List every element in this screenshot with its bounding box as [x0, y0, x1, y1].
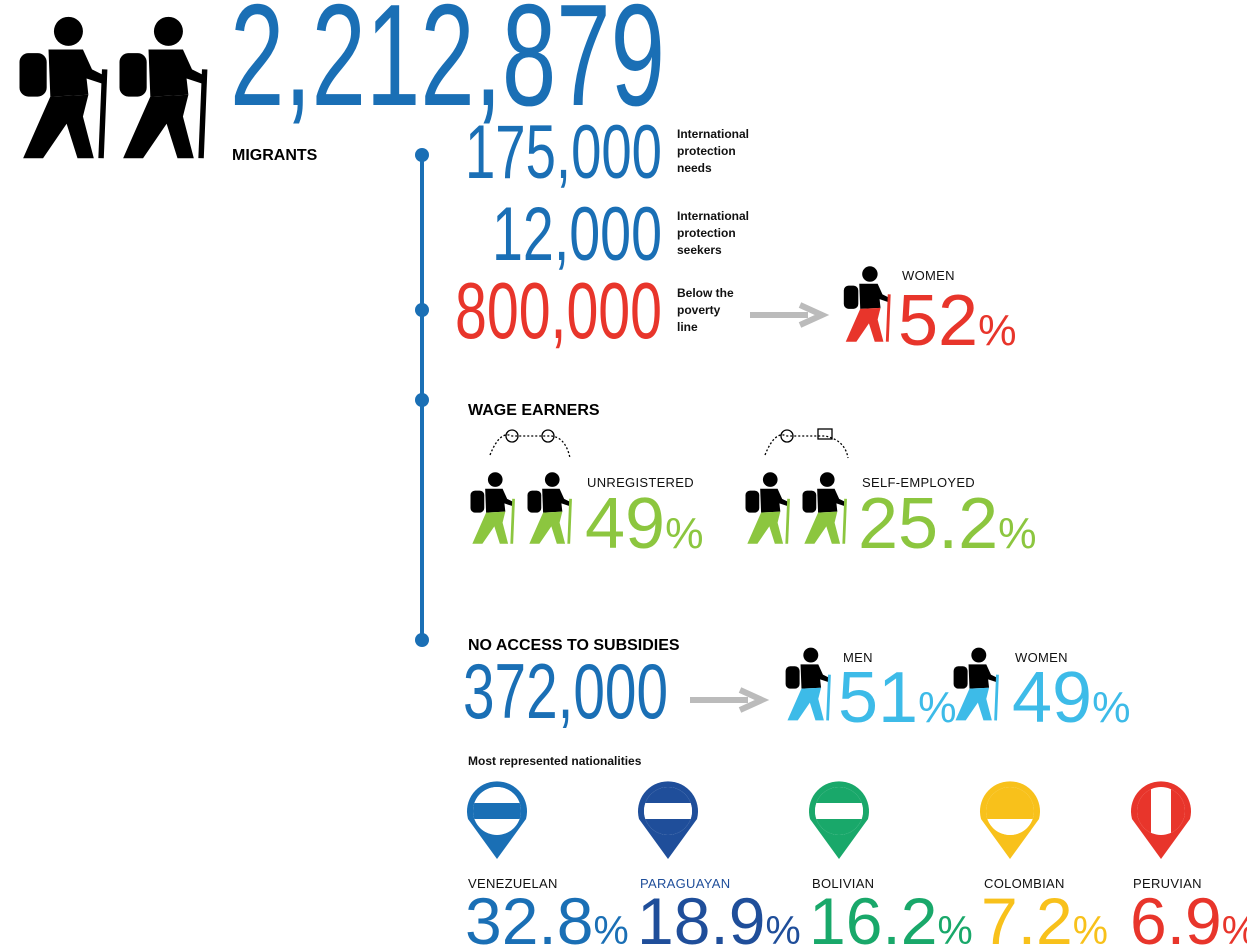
flag-band	[473, 787, 521, 803]
percent-unit: %	[1092, 684, 1130, 732]
percent-unit: %	[593, 909, 628, 951]
flag-band	[1137, 787, 1151, 835]
label-line: protection	[677, 226, 736, 240]
item-label: MEN	[843, 650, 873, 665]
section-title: NO ACCESS TO SUBSIDIES	[468, 637, 680, 654]
label-line: International	[677, 127, 749, 141]
section-title: Most represented nationalities	[468, 754, 642, 768]
protection-value: 175,000	[465, 110, 662, 195]
label-line: Below the	[677, 286, 734, 300]
flag-pin	[809, 781, 870, 859]
flag-band	[815, 787, 863, 803]
section-title: WAGE EARNERS	[468, 402, 600, 419]
flag-pin	[638, 781, 698, 859]
flag-band	[644, 819, 692, 835]
percent: 25.2%	[858, 484, 1037, 564]
percent-unit: %	[998, 510, 1036, 558]
percent-unit: %	[937, 909, 972, 951]
poverty-label: Below the poverty line	[677, 286, 737, 334]
percent-value: 25.2	[858, 484, 998, 564]
item-label: SELF-EMPLOYED	[862, 475, 975, 490]
total-label: MIGRANTS	[232, 147, 318, 164]
protection-label: International protection seekers	[677, 209, 749, 257]
flag-pin	[467, 781, 527, 859]
subsidies-value: 372,000	[463, 647, 668, 735]
percent: 52%	[898, 281, 1017, 361]
flag-band	[1171, 787, 1185, 835]
woman-icon	[842, 265, 892, 343]
timeline	[415, 148, 429, 647]
percent-unit: %	[665, 510, 703, 558]
percent: 49%	[1012, 658, 1131, 738]
arrow	[750, 302, 830, 328]
nationality-name: PARAGUAYAN	[640, 876, 730, 891]
label-line: needs	[677, 161, 712, 175]
work-icons	[489, 428, 849, 459]
poverty-value: 800,000	[455, 266, 662, 355]
percent: 18.9%	[637, 884, 801, 951]
percent: 49%	[585, 484, 704, 564]
arrow	[690, 687, 770, 713]
item-label: WOMEN	[1015, 650, 1068, 665]
protection-label: International protection needs	[677, 127, 749, 175]
percent-value: 52	[898, 281, 978, 361]
item-label: UNREGISTERED	[587, 475, 694, 490]
percent-unit: %	[1222, 909, 1247, 951]
percent: 16.2%	[809, 884, 973, 951]
flag-band	[815, 819, 863, 835]
percent-value: 16.2	[809, 884, 937, 951]
percent-unit: %	[765, 909, 800, 951]
percent-unit: %	[1073, 909, 1108, 951]
flag-band	[986, 803, 1034, 819]
percent-value: 51	[838, 658, 918, 738]
nationality-name: BOLIVIAN	[812, 876, 874, 891]
percent-unit: %	[918, 684, 956, 732]
label-line: poverty	[677, 303, 721, 317]
flag-band	[644, 787, 692, 803]
percent: 6.9%	[1130, 884, 1247, 951]
percent-value: 6.9	[1130, 884, 1222, 951]
flag-pin	[979, 781, 1040, 859]
percent: 32.8%	[465, 884, 629, 951]
percent-value: 49	[585, 484, 665, 564]
nationality-name: VENEZUELAN	[468, 876, 558, 891]
percent-value: 18.9	[637, 884, 765, 951]
label-line: International	[677, 209, 749, 223]
label-line: protection	[677, 144, 736, 158]
percent-value: 49	[1012, 658, 1092, 738]
protection-value: 12,000	[492, 192, 662, 277]
headline-icons	[20, 17, 207, 158]
group-label: WOMEN	[902, 268, 955, 283]
nationality-name: COLOMBIAN	[984, 876, 1065, 891]
flag-band	[644, 803, 692, 819]
percent: 51%	[838, 658, 957, 738]
label-line: seekers	[677, 243, 722, 257]
label-line: line	[677, 320, 698, 334]
flag-band	[473, 803, 521, 819]
percent-value: 7.2	[981, 884, 1073, 951]
flag-pin	[1131, 781, 1191, 859]
flag-band	[986, 819, 1034, 835]
percent-value: 32.8	[465, 884, 593, 951]
percent: 7.2%	[981, 884, 1108, 951]
flag-band	[815, 803, 863, 819]
total: 2,212,879	[230, 0, 665, 136]
percent-unit: %	[978, 307, 1016, 355]
nationality-name: PERUVIAN	[1133, 876, 1202, 891]
flag-band	[986, 787, 1034, 803]
